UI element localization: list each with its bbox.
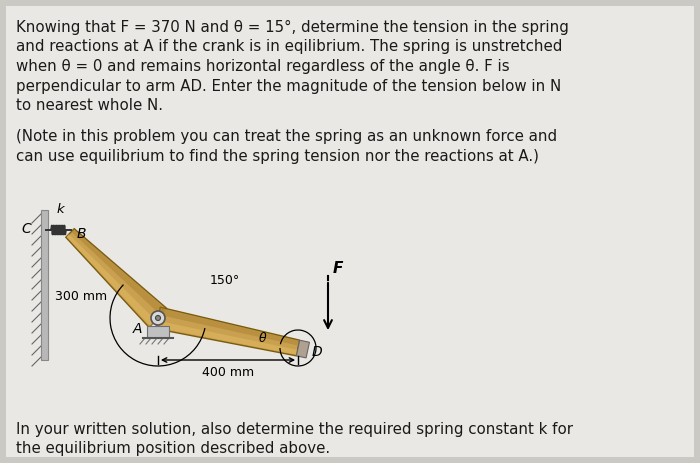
Text: 300 mm: 300 mm [55, 290, 108, 303]
FancyBboxPatch shape [6, 6, 694, 457]
Text: can use equilibrium to find the spring tension nor the reactions at A.): can use equilibrium to find the spring t… [16, 149, 539, 164]
Text: F: F [333, 261, 344, 276]
Text: 400 mm: 400 mm [202, 366, 254, 379]
Polygon shape [71, 229, 166, 315]
Bar [147, 326, 169, 338]
Polygon shape [66, 229, 167, 327]
Polygon shape [66, 234, 155, 326]
Polygon shape [155, 307, 300, 356]
Polygon shape [159, 308, 300, 346]
Text: perpendicular to arm AD. Enter the magnitude of the tension below in N: perpendicular to arm AD. Enter the magni… [16, 79, 561, 94]
Text: k: k [56, 203, 64, 216]
Text: and reactions at A if the crank is in eqilibrium. The spring is unstretched: and reactions at A if the crank is in eq… [16, 39, 562, 55]
Circle shape [155, 315, 160, 320]
Text: B: B [77, 227, 87, 241]
Text: 150°: 150° [210, 274, 240, 287]
Text: C: C [21, 222, 31, 236]
Text: θ: θ [259, 332, 267, 344]
Text: (Note in this problem you can treat the spring as an unknown force and: (Note in this problem you can treat the … [16, 130, 557, 144]
Text: A: A [132, 322, 142, 336]
Polygon shape [296, 340, 309, 358]
Text: the equilibrium position described above.: the equilibrium position described above… [16, 442, 330, 457]
Text: In your written solution, also determine the required spring constant k for: In your written solution, also determine… [16, 422, 573, 437]
Text: D: D [312, 345, 323, 359]
Polygon shape [156, 321, 298, 355]
Text: Knowing that F = 370 N and θ = 15°, determine the tension in the spring: Knowing that F = 370 N and θ = 15°, dete… [16, 20, 569, 35]
Text: to nearest whole N.: to nearest whole N. [16, 98, 163, 113]
Text: when θ = 0 and remains horizontal regardless of the angle θ. F is: when θ = 0 and remains horizontal regard… [16, 59, 510, 74]
Circle shape [151, 311, 165, 325]
Bar [41, 210, 48, 360]
